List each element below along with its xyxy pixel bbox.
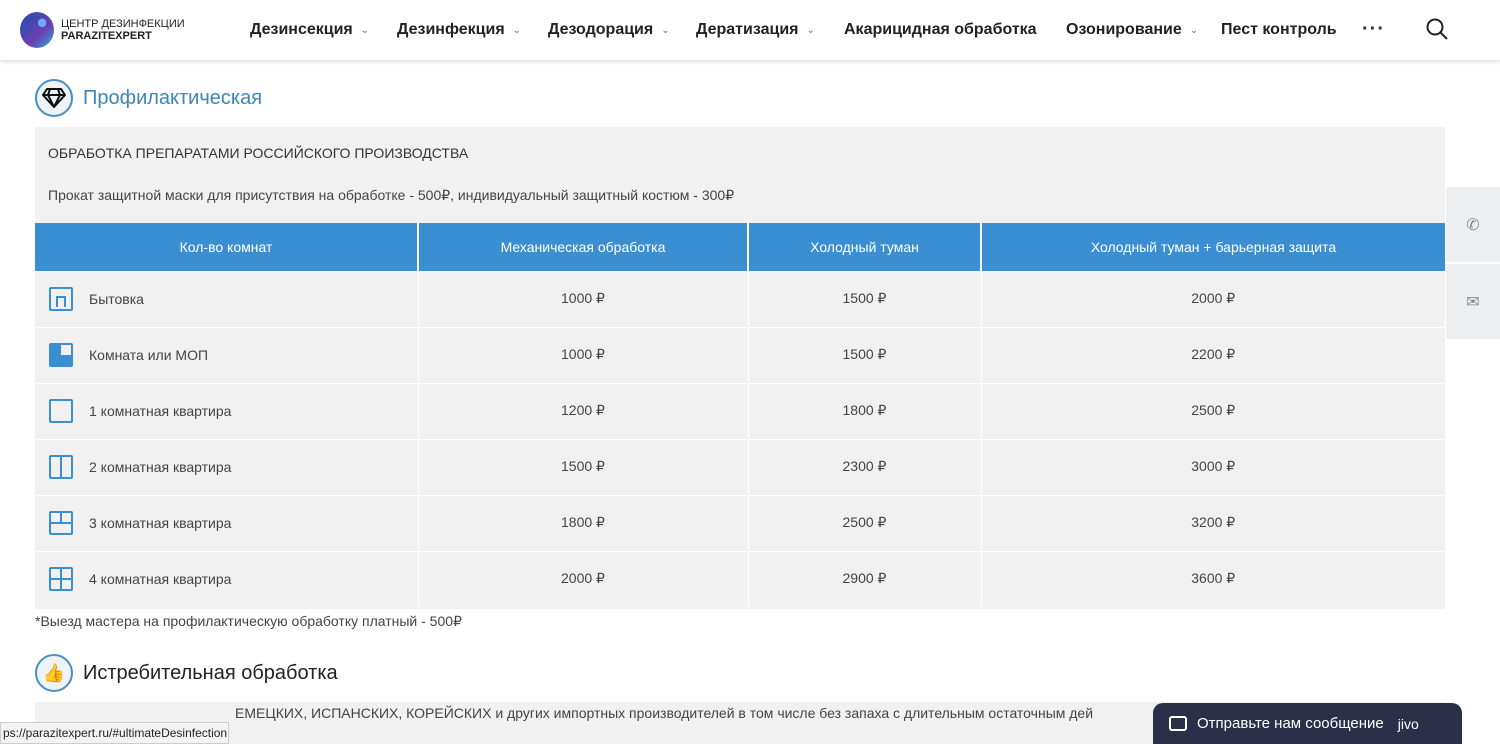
room-type-cell: 3 комнатная квартира <box>35 494 419 551</box>
search-icon[interactable] <box>1426 18 1448 40</box>
site-header: ЦЕНТР ДЕЗИНФЕКЦИИ PARAZITEXPERT Дезинсекц… <box>0 0 1500 60</box>
chat-label: Отправьте нам сообщение <box>1197 715 1384 732</box>
table-row: Комната или МОП 1000 ₽1500 ₽2200 ₽ <box>35 326 1445 383</box>
price-cell: 1500 ₽ <box>748 326 982 383</box>
section-title-prophylactic: Профилактическая <box>35 79 262 117</box>
info-line-1: ОБРАБОТКА ПРЕПАРАТАМИ РОССИЙСКОГО ПРОИЗВ… <box>48 145 469 161</box>
chat-widget-button[interactable]: Отправьте нам сообщение jivo <box>1153 703 1462 744</box>
nav-label: Дератизация <box>696 21 799 38</box>
info-line: ЕМЕЦКИХ, ИСПАНСКИХ, КОРЕЙСКИХ и других и… <box>235 705 1094 721</box>
mail-icon: ✉ <box>1466 293 1480 311</box>
email-button[interactable]: ✉ <box>1446 264 1500 339</box>
price-cell: 3000 ₽ <box>981 438 1445 495</box>
chevron-down-icon: ⌄ <box>512 24 522 36</box>
nav-label: Дезинфекция <box>397 21 505 38</box>
jivo-brand: jivo <box>1397 715 1419 732</box>
section-title-extermination: 👍 Истребительная обработка <box>35 654 338 692</box>
nav-item-5[interactable]: Озонирование ⌄ <box>1066 0 1198 60</box>
phone-icon: ✆ <box>1466 216 1480 234</box>
nav-item-3[interactable]: Дератизация ⌄ <box>696 0 815 60</box>
room-type-label: Бытовка <box>89 291 144 307</box>
chevron-down-icon: ⌄ <box>360 24 370 36</box>
table-row: Бытовка 1000 ₽1500 ₽2000 ₽ <box>35 270 1445 327</box>
logo-line1: ЦЕНТР ДЕЗИНФЕКЦИИ <box>61 18 185 30</box>
price-cell: 2300 ₽ <box>748 438 982 495</box>
room-type-cell: Бытовка <box>35 270 419 327</box>
price-cell: 2500 ₽ <box>748 494 982 551</box>
price-cell: 2900 ₽ <box>748 550 982 607</box>
logo[interactable]: ЦЕНТР ДЕЗИНФЕКЦИИ PARAZITEXPERT <box>20 12 185 48</box>
column-header: Холодный туман + барьерная защита <box>981 223 1445 271</box>
one-room-icon <box>49 399 73 423</box>
chevron-down-icon: ⌄ <box>661 24 670 36</box>
nav-label: Дезодорация <box>548 21 654 38</box>
room-type-label: 4 комнатная квартира <box>89 571 232 588</box>
column-header: Механическая обработка <box>418 223 749 271</box>
table-row: 1 комнатная квартира 1200 ₽1800 ₽2500 ₽ <box>35 382 1445 439</box>
section-title-text: Профилактическая <box>83 86 263 109</box>
price-cell: 1500 ₽ <box>418 438 749 495</box>
two-room-icon <box>49 455 73 479</box>
main-nav: Дезинсекция ⌄ Дезинфекция ⌄ Дезодорация ⌄ Дера… <box>0 0 1350 60</box>
room-type-cell: 4 комнатная квартира <box>35 550 419 607</box>
thumbs-up-icon: 👍 <box>35 654 73 692</box>
room-type-label: 1 комнатная квартира <box>89 403 232 419</box>
price-cell: 3200 ₽ <box>981 494 1445 551</box>
table-row: 2 комнатная квартира 1500 ₽2300 ₽3000 ₽ <box>35 438 1445 495</box>
room-type-label: 2 комнатная квартира <box>89 459 232 475</box>
price-cell: 1800 ₽ <box>418 494 749 551</box>
four-room-icon <box>49 567 73 592</box>
nav-item-1[interactable]: Дезинфекция ⌄ <box>397 0 521 60</box>
room-quarter-icon <box>49 343 73 367</box>
footnote: *Выезд мастера на профилактическую обраб… <box>35 613 462 629</box>
room-type-label: Комната или МОП <box>89 347 209 363</box>
nav-label: Озонирование <box>1066 21 1182 38</box>
nav-label: Пест контроль <box>1221 21 1337 38</box>
logo-line2: PARAZITEXPERT <box>61 30 152 42</box>
table-row: 3 комнатная квартира 1800 ₽2500 ₽3200 ₽ <box>35 494 1445 551</box>
pricing-box: ОБРАБОТКА ПРЕПАРАТАМИ РОССИЙСКОГО ПРОИЗВ… <box>35 127 1445 609</box>
price-cell: 1500 ₽ <box>748 270 982 327</box>
price-cell: 1000 ₽ <box>418 326 749 383</box>
chevron-down-icon: ⌄ <box>806 24 815 36</box>
info-line-2: Прокат защитной маски для присутствия на… <box>48 187 735 203</box>
nav-label: Акарицидная обработка <box>844 21 1037 38</box>
column-header: Кол-во комнат <box>35 223 419 271</box>
price-table: Кол-во комнат Механическая обработка Холод… <box>35 223 1445 607</box>
section-title-text: Истребительная обработка <box>83 661 338 684</box>
table-row: 4 комнатная квартира 2000 ₽2900 ₽3600 ₽ <box>35 550 1445 607</box>
chevron-down-icon: ⌄ <box>1189 24 1199 36</box>
room-type-cell: 2 комнатная квартира <box>35 438 419 495</box>
price-cell: 1200 ₽ <box>418 382 749 439</box>
price-cell: 1000 ₽ <box>418 270 749 327</box>
price-cell: 3600 ₽ <box>981 550 1445 607</box>
callback-phone-button[interactable]: ✆ <box>1446 187 1500 262</box>
nav-item-0[interactable]: Дезинсекция ⌄ <box>250 0 369 60</box>
price-cell: 1800 ₽ <box>748 382 982 439</box>
price-cell: 2000 ₽ <box>981 270 1445 327</box>
message-icon <box>1169 716 1187 731</box>
price-cell: 2500 ₽ <box>981 382 1445 439</box>
room-small-icon <box>49 287 73 311</box>
nav-label: Дезинсекция <box>250 21 353 38</box>
column-header: Холодный туман <box>748 223 982 271</box>
diamond-icon <box>35 79 73 117</box>
status-bar-url: ps://parazitexpert.ru/#ultimateDesinfect… <box>0 722 229 744</box>
room-type-label: 3 комнатная квартира <box>89 515 232 531</box>
logo-mark <box>20 12 54 48</box>
nav-item-4[interactable]: Акарицидная обработка <box>844 0 1037 60</box>
price-cell: 2000 ₽ <box>418 550 749 607</box>
price-cell: 2200 ₽ <box>981 326 1445 383</box>
room-type-cell: 1 комнатная квартира <box>35 382 419 439</box>
three-room-icon <box>49 511 73 535</box>
more-menu-button[interactable]: ··· <box>1362 18 1385 40</box>
room-type-cell: Комната или МОП <box>35 326 419 383</box>
nav-item-6[interactable]: Пест контроль <box>1221 0 1337 60</box>
nav-item-2[interactable]: Дезодорация ⌄ <box>548 0 670 60</box>
